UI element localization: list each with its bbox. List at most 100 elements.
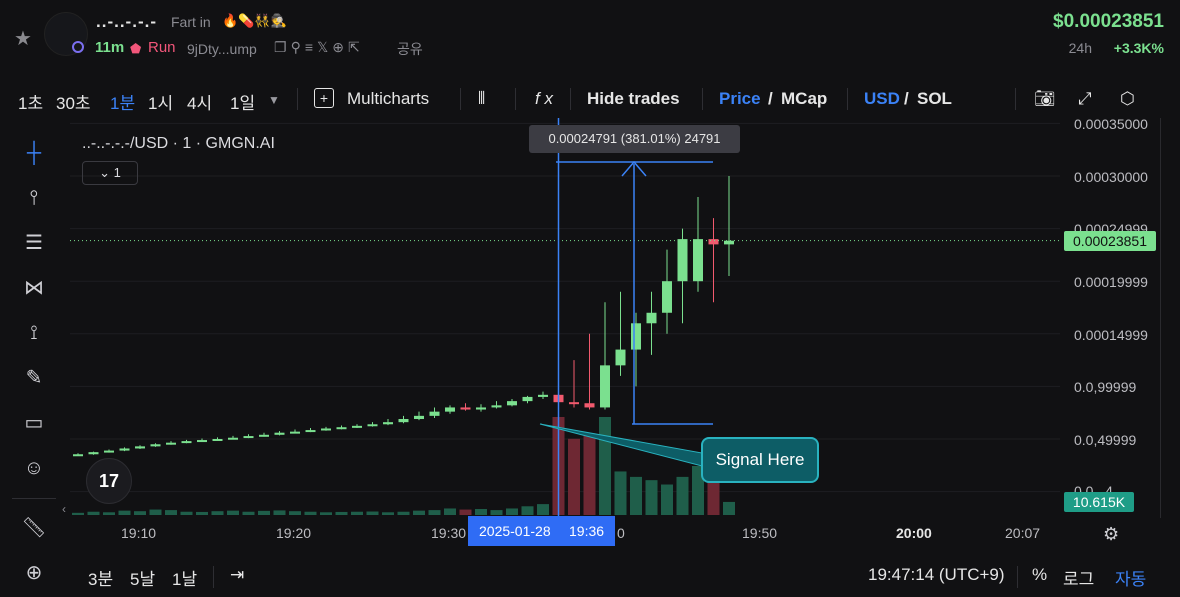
chart-legend: ..-..-.-.-/USD · 1 · GMGN.AI	[82, 135, 275, 152]
candlestick-chart[interactable]	[70, 118, 1160, 518]
drawing-toolbar: ┼ ⫯ ☰ ⋈ ⟟ ✎ ▭ ☺ 📏︎ ⊕	[0, 118, 68, 597]
indicators-fx-icon[interactable]: f x	[535, 89, 553, 108]
candle-body	[73, 454, 83, 457]
y-tick: 0.00014999	[1074, 327, 1148, 343]
text-note-icon[interactable]: ▭	[24, 412, 44, 434]
candle-body	[398, 419, 409, 423]
timeframe-1s[interactable]: 1초	[18, 94, 44, 113]
price-toggle[interactable]: Price	[719, 89, 761, 108]
multicharts-button[interactable]: Multicharts	[347, 89, 430, 108]
volume-bar	[118, 510, 131, 515]
timeframe-4h[interactable]: 4시	[187, 94, 213, 113]
candle-body	[708, 239, 719, 245]
range-1d[interactable]: 1날	[172, 570, 198, 589]
volume-bar	[335, 511, 348, 515]
token-address[interactable]: 9jDty...ump	[187, 41, 257, 57]
scroll-left-icon[interactable]: ‹	[62, 502, 66, 516]
candle-body	[429, 411, 440, 416]
sol-toggle[interactable]: SOL	[917, 89, 952, 108]
volume-bar	[72, 512, 84, 515]
x-tick: 20:00	[896, 525, 932, 541]
chart-settings-icon[interactable]: ⚙	[1103, 524, 1120, 544]
measure-tooltip: 0.00024791 (381.01%) 24791	[529, 125, 740, 153]
candle-body	[414, 415, 424, 420]
mcap-toggle[interactable]: MCap	[781, 89, 828, 108]
settings-icon[interactable]: ⬡	[1120, 89, 1135, 108]
candle-body	[228, 437, 238, 440]
candle-body	[476, 407, 486, 410]
log-toggle[interactable]: 로그	[1063, 570, 1095, 589]
range-3m[interactable]: 3분	[88, 570, 114, 589]
price-chart-area[interactable]	[70, 118, 1161, 518]
favorite-star-icon[interactable]: ★	[14, 28, 32, 50]
share-link[interactable]: 공유	[397, 41, 423, 57]
globe-icon[interactable]: ⊕	[332, 39, 349, 55]
candle-body	[693, 239, 703, 282]
fullscreen-icon[interactable]: ⤢	[1078, 89, 1092, 108]
timeframe-1m[interactable]: 1분	[110, 94, 136, 113]
external-link-icon[interactable]: ⇱	[348, 39, 364, 55]
copy-icon[interactable]: ❐	[274, 39, 291, 55]
candle-body	[507, 401, 517, 406]
usd-toggle[interactable]: USD	[864, 89, 900, 108]
range-5d[interactable]: 5날	[130, 570, 156, 589]
measure-arrow-head	[621, 160, 647, 177]
header-link-icons[interactable]: ❐⚲≡𝕏⊕⇱	[274, 39, 364, 56]
y-tick: 0.00030000	[1074, 169, 1148, 185]
candle-body	[305, 430, 316, 433]
candle-body	[662, 281, 672, 313]
y-tick: 0.00019999	[1074, 274, 1148, 290]
timeframe-1h[interactable]: 1시	[148, 94, 174, 113]
candle-body	[166, 442, 176, 445]
run-icon: ⬟	[130, 41, 142, 56]
clock-time: 19:47:14 (UTC+9)	[868, 565, 1005, 584]
crosshair-icon[interactable]: ┼	[26, 142, 42, 164]
auto-toggle[interactable]: 자동	[1115, 570, 1147, 589]
candle-body	[150, 444, 161, 447]
emoji-icon[interactable]: ☺	[23, 457, 45, 479]
crosshair-time: 19:36	[569, 523, 605, 539]
candle-body	[321, 428, 331, 431]
candle-body	[259, 434, 269, 437]
timeframe-30s[interactable]: 30초	[56, 94, 91, 113]
volume-bar	[273, 510, 286, 515]
list-icon[interactable]: ≡	[304, 39, 317, 55]
zoom-icon[interactable]: ⊕	[25, 562, 43, 584]
volume-bar	[196, 511, 208, 515]
percent-toggle[interactable]: %	[1032, 565, 1048, 584]
timeframe-dropdown-icon[interactable]: ▼	[268, 93, 280, 107]
tradingview-logo[interactable]: 17	[86, 458, 132, 504]
candle-body	[181, 441, 192, 444]
candles-style-icon[interactable]: ⫴	[478, 89, 486, 108]
volume-bar	[614, 471, 627, 515]
signal-callout[interactable]: Signal Here	[701, 437, 819, 483]
volume-bar	[258, 510, 270, 515]
volume-bar	[366, 511, 379, 515]
volume-bar	[459, 509, 472, 515]
fib-lines-icon[interactable]: ☰	[25, 232, 43, 254]
brush-icon[interactable]: ✎	[25, 367, 43, 389]
pattern-icon[interactable]: ⋈	[24, 277, 44, 299]
search-icon[interactable]: ⚲	[290, 39, 305, 55]
candle-body	[491, 405, 502, 408]
measure-tool-icon[interactable]: ⟟	[30, 322, 38, 344]
volume-bar	[180, 511, 193, 515]
volume-bar	[320, 512, 332, 515]
legend-collapse-button[interactable]: ⌄ 1	[82, 161, 138, 185]
date-range-icon[interactable]: ⇥	[230, 565, 245, 584]
plus-icon[interactable]: +	[314, 88, 334, 108]
y-tick: 0.0,99999	[1074, 379, 1137, 395]
ruler-icon[interactable]: 📏︎	[21, 517, 47, 539]
trendline-icon[interactable]: ⫯	[29, 187, 39, 209]
x-tick: 0	[617, 525, 625, 541]
hide-trades-button[interactable]: Hide trades	[587, 89, 680, 108]
timeframe-1d[interactable]: 1일	[230, 94, 256, 113]
candle-body	[135, 446, 145, 449]
candle-body	[724, 240, 734, 245]
x-icon[interactable]: 𝕏	[317, 39, 333, 55]
camera-icon[interactable]: 📷︎	[1034, 89, 1056, 108]
candle-body	[352, 425, 362, 428]
volume-bar	[227, 510, 239, 515]
volume-bar	[413, 510, 425, 515]
volume-bar	[351, 511, 363, 515]
